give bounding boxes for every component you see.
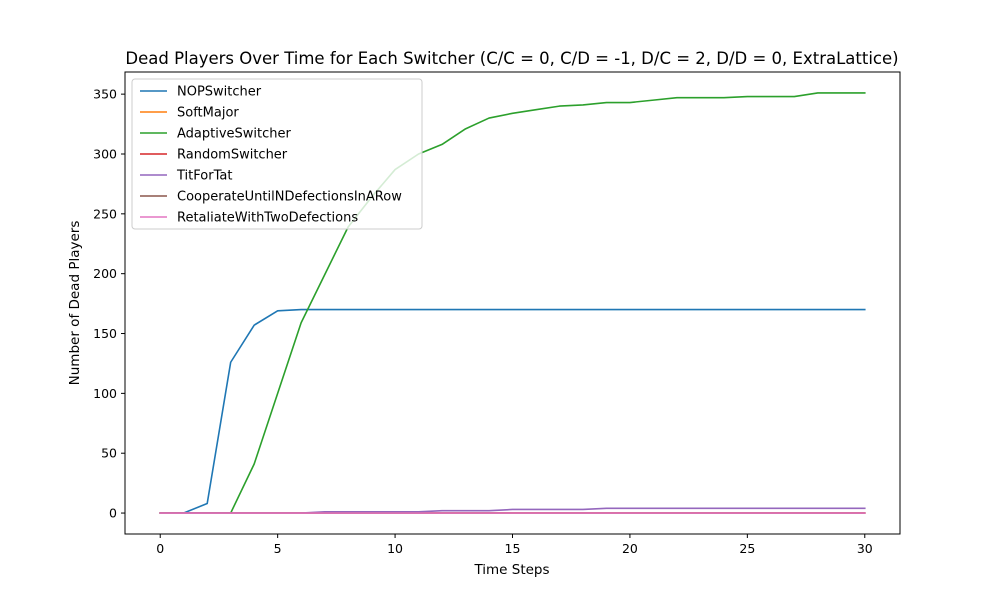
legend-label: CooperateUntilNDefectionsInARow [177,190,402,205]
y-axis-label: Number of Dead Players [67,221,83,386]
legend: NOPSwitcher SoftMajor AdaptiveSwitcher Rand… [131,78,423,230]
series-line-nopswitcher [159,308,866,514]
x-tick-label: 30 [857,541,873,556]
chart-title: Dead Players Over Time for Each Switcher… [125,49,898,68]
series-line-adaptive-switcher [159,92,866,514]
y-tick-label: 200 [93,266,117,281]
y-tick-label: 50 [101,446,117,461]
series-group [159,92,866,514]
y-tick-label: 100 [93,386,117,401]
x-axis-label: Time Steps [473,562,549,578]
y-axis-ticks: 0 50 100 150 200 250 300 350 [93,87,125,521]
legend-label: RandomSwitcher [177,148,288,163]
x-tick-label: 15 [505,541,521,556]
x-axis-ticks: 0 5 10 15 20 25 30 [156,534,873,556]
y-tick-label: 150 [93,326,117,341]
y-tick-label: 0 [109,506,117,521]
y-tick-label: 250 [93,206,117,221]
x-tick-label: 0 [156,541,164,556]
x-tick-label: 20 [622,541,638,556]
legend-label: RetaliateWithTwoDefections [177,211,358,226]
x-tick-label: 5 [274,541,282,556]
y-tick-label: 300 [93,146,117,161]
x-tick-label: 10 [387,541,403,556]
x-tick-label: 25 [739,541,755,556]
legend-label: NOPSwitcher [177,85,262,100]
legend-label: TitForTat [176,169,232,184]
legend-label: SoftMajor [177,106,239,121]
legend-frame [131,78,423,230]
legend-label: AdaptiveSwitcher [177,127,292,142]
y-tick-label: 350 [93,87,117,102]
